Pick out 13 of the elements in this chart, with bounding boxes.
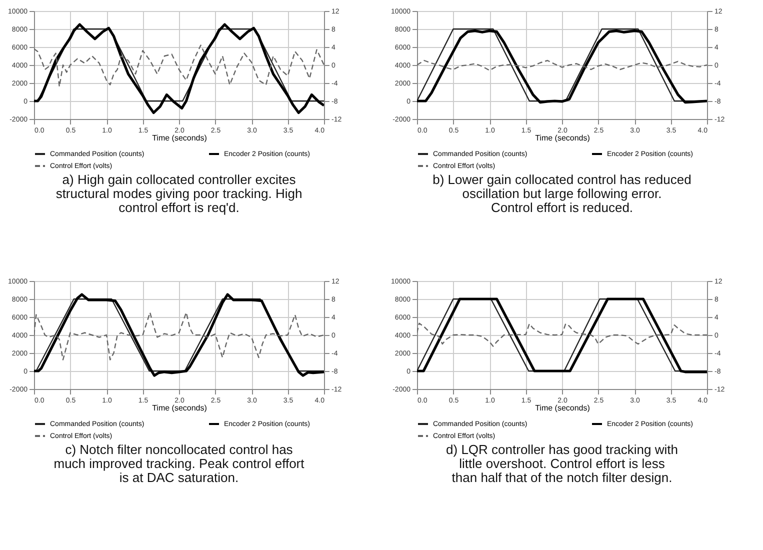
line-series (34, 44, 324, 88)
text: d) LQR controller has good tracking with little overshoot. Control effort is less than half that of the notch filter design. (446, 442, 678, 485)
x-axis-title: Time (seconds) (152, 134, 208, 142)
line-series (34, 312, 324, 360)
text: b) Lower gain collocated control has reduced oscillation but large following error. Control effort is reduced. (432, 172, 692, 215)
line-series (417, 322, 707, 347)
x-axis-title: Time (seconds) (152, 404, 208, 412)
line-series (417, 60, 707, 71)
x-axis-title: Time (seconds) (535, 404, 590, 412)
x-axis-title: Time (seconds) (535, 134, 590, 142)
text: c) Notch filter noncollocated control has much improved tracking. Peak control effort is at DAC saturation. (54, 442, 305, 485)
text: a) High gain collocated controller excites structural modes giving poor tracking. High control effort is req'd. (56, 172, 302, 215)
line-series (34, 23, 324, 114)
